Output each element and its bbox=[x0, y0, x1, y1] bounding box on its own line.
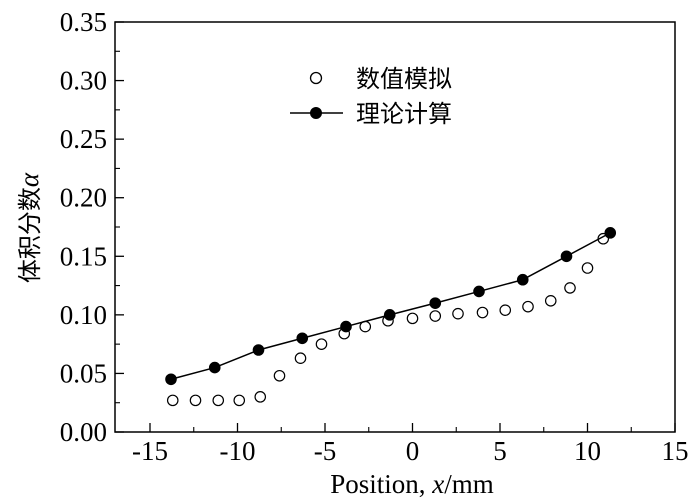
y-tick-label: 0.10 bbox=[60, 300, 107, 330]
x-tick-label: 15 bbox=[662, 436, 689, 466]
tick-marks bbox=[115, 21, 676, 433]
data-point-simulation bbox=[294, 352, 307, 364]
data-point-theory bbox=[165, 373, 177, 386]
y-tick-label: 0.30 bbox=[60, 66, 107, 96]
y-tick-label: 0.00 bbox=[60, 417, 107, 447]
legend-marker-open-circle bbox=[309, 71, 323, 85]
x-tick-label: 0 bbox=[406, 436, 420, 466]
data-point-theory bbox=[604, 227, 617, 239]
data-point-simulation bbox=[499, 304, 512, 316]
series-0 bbox=[166, 232, 610, 407]
data-point-simulation bbox=[476, 306, 489, 319]
data-point-theory bbox=[473, 285, 485, 298]
data-point-theory bbox=[383, 309, 396, 321]
y-axis-title: 体积分数α bbox=[14, 172, 44, 283]
data-point-simulation bbox=[544, 294, 557, 307]
data-point-simulation bbox=[452, 307, 464, 320]
data-point-simulation bbox=[406, 312, 419, 325]
x-tick-label: -15 bbox=[132, 436, 168, 466]
series-line-theory bbox=[170, 232, 611, 381]
x-tick-label: -10 bbox=[220, 436, 256, 466]
data-point-theory bbox=[208, 361, 221, 374]
data-point-simulation bbox=[189, 394, 202, 407]
legend-marker-filled-circle bbox=[310, 107, 322, 119]
y-tick-label: 0.35 bbox=[60, 7, 107, 37]
y-tick-label: 0.15 bbox=[60, 241, 107, 271]
series-layer bbox=[165, 227, 617, 407]
y-tick-label: 0.05 bbox=[60, 358, 107, 388]
tick-labels: -15 -10 -5 0 5 10 15 0.00 0.05 0.10 0.15 0.20 0.25 0.… bbox=[60, 7, 689, 466]
legend-label-theory: 理论计算 bbox=[356, 100, 452, 128]
data-point-simulation bbox=[254, 391, 267, 403]
data-point-simulation bbox=[564, 282, 576, 294]
data-point-simulation bbox=[233, 394, 246, 407]
data-point-theory bbox=[296, 332, 309, 345]
x-axis-title: Position, x/mm bbox=[330, 469, 494, 499]
data-point-simulation bbox=[315, 338, 328, 350]
data-point-simulation bbox=[166, 394, 179, 407]
data-point-theory bbox=[429, 297, 442, 309]
legend: 数值模拟 理论计算 bbox=[290, 65, 452, 128]
data-point-simulation bbox=[581, 262, 594, 274]
legend-label-simulation: 数值模拟 bbox=[356, 65, 452, 93]
data-point-theory bbox=[516, 273, 529, 286]
data-point-theory bbox=[340, 320, 352, 333]
y-tick-label: 0.20 bbox=[60, 183, 107, 213]
y-tick-label: 0.25 bbox=[60, 124, 107, 154]
data-point-simulation bbox=[429, 310, 442, 322]
x-tick-label: -5 bbox=[314, 436, 337, 466]
data-point-theory bbox=[560, 250, 573, 263]
series-1 bbox=[165, 227, 617, 386]
data-point-simulation bbox=[212, 394, 225, 407]
x-tick-label: 5 bbox=[493, 436, 507, 466]
x-tick-label: 10 bbox=[574, 436, 601, 466]
data-point-simulation bbox=[273, 369, 286, 382]
data-point-simulation bbox=[522, 300, 534, 313]
data-point-theory bbox=[252, 344, 265, 356]
